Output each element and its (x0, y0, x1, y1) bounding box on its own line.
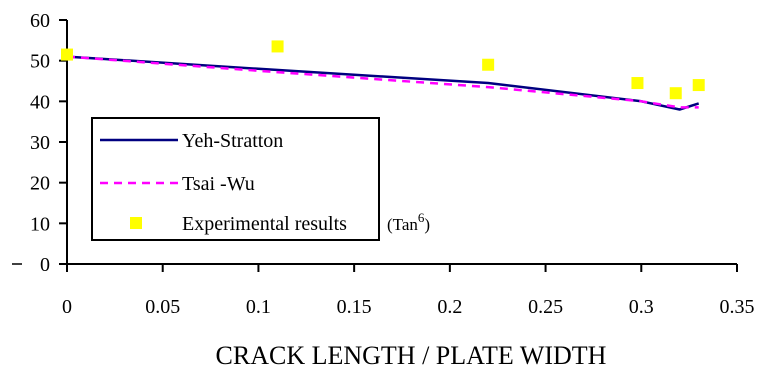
x-tick-label: 0 (62, 296, 72, 318)
x-tick-label: 0.1 (246, 296, 271, 318)
y-tick-label: 10 (30, 213, 50, 235)
experimental-point (61, 48, 73, 61)
x-tick-label: 0.2 (437, 296, 462, 318)
y-tick-label: 0 (40, 254, 50, 276)
y-tick-label: 60 (30, 10, 50, 32)
experimental-point (631, 77, 644, 90)
legend-swatch-experimental (130, 217, 142, 229)
legend-label-tsai-wu: Tsai -Wu (182, 173, 255, 195)
experimental-point (692, 79, 705, 92)
x-axis-title: CRACK LENGTH / PLATE WIDTH (216, 341, 607, 370)
y-tick-label: 30 (30, 132, 50, 154)
x-tick-label: 0.15 (337, 296, 372, 318)
legend-label-experimental: Experimental results (182, 213, 347, 235)
legend-label-experimental-ref: (Tan6) (387, 210, 430, 234)
plot-area (61, 40, 705, 111)
series-line-tsai-wu (66, 55, 699, 109)
x-tick-label: 0.05 (145, 296, 180, 318)
legend-close-paren: ) (424, 215, 430, 234)
series-line-yeh-stratton (66, 55, 700, 111)
legend: Yeh-Stratton Tsai -Wu Experimental resul… (91, 117, 430, 241)
legend-superscript: 6 (418, 210, 425, 225)
legend-label-yeh-stratton: Yeh-Stratton (182, 130, 283, 152)
x-tick-label: 0.35 (720, 296, 755, 318)
experimental-point (271, 40, 284, 53)
experimental-point (482, 58, 495, 71)
x-tick-label: 0.3 (629, 296, 654, 318)
y-tick-label: 40 (30, 91, 50, 113)
x-tick-label: 0.25 (528, 296, 563, 318)
y-tick-label: 50 (30, 51, 50, 73)
experimental-point (669, 87, 682, 100)
ticks: 0 10 20 30 40 50 60 0 0.05 0.1 0.15 0.2 0.25 0.3 0.35 (12, 10, 755, 318)
y-tick-label: 20 (30, 173, 50, 195)
